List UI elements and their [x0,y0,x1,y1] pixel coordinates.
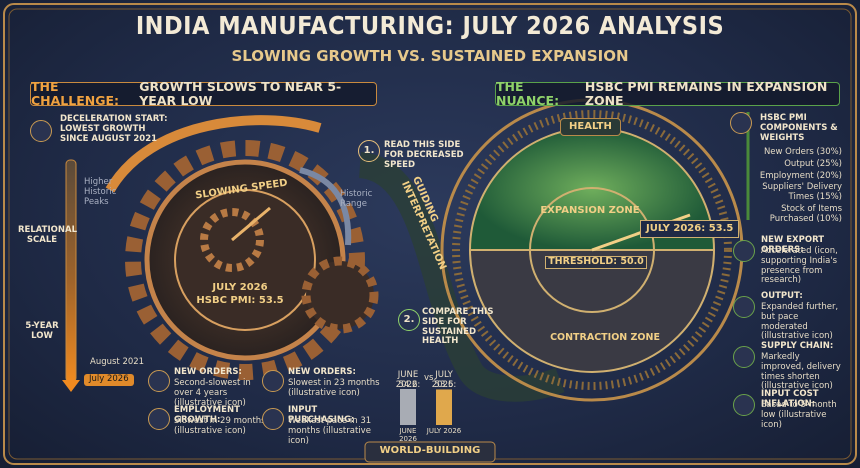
scale-icon [730,112,752,134]
item-head: NEW ORDERS: [174,367,242,377]
bar-value: 54.2 [398,380,418,390]
components-list: New Orders (30%) Output (25%) Employment (… [752,147,842,226]
gear-line1: JULY 2026 [212,282,268,293]
banner-lead: THE CHALLENGE: [31,78,120,108]
bar [436,389,452,425]
item-icon [733,346,755,368]
component-item: Employment (20%) [759,170,842,181]
step-text: COMPARE THIS SIDE FOR SUSTAINED HEALTH [422,307,494,347]
component-item: Stock of Items Purchased (10%) [769,203,842,224]
item-head: INPUT PURCHASING: [288,405,355,425]
small-gear [301,256,379,334]
scale-start: August 2021 [90,357,145,367]
scale-low: 5-YEAR LOW [25,321,59,341]
reading-label: JULY 2026: 53.5 [640,220,740,238]
item-text: Accelerated (icon, supporting India's pr… [761,246,838,286]
item-text: Weakest pace in 31 months (illustrative … [288,416,372,446]
bar-axis-label: JULY 2026 [426,427,462,435]
item-head: NEW EXPORT ORDERS: [761,235,825,255]
step-number: 1. [358,140,380,162]
item-text: Second-slowest in over 4 years (illustra… [174,378,251,408]
gear-teeth [125,140,365,380]
item-text: Slowest in 29 months (illustrative icon) [174,416,266,436]
item-head: INPUT COST INFLATION: [761,389,819,409]
item-text: Expanded further, but pace moderated (il… [761,302,839,342]
item-icon [262,370,284,392]
frame [3,3,857,465]
scale-arrow [62,380,80,392]
step-text: READ THIS SIDE FOR DECREASED SPEED [384,140,464,170]
deceleration-note: DECELERATION START: LOWEST GROWTH SINCE … [60,114,168,144]
challenge-banner: THE CHALLENGE: GROWTH SLOWS TO NEAR 5-YE… [30,78,377,108]
banner-lead: THE NUANCE: [496,78,560,108]
bar [400,389,416,425]
item-icon [148,370,170,392]
scale-label: RELATIONAL SCALE [18,225,77,245]
ribbon [357,152,565,402]
item-text: Markedly improved, delivery times shorte… [761,352,841,392]
item-head: OUTPUT: [761,291,803,301]
bar-value: 53.5 [434,380,454,390]
footer-label: WORLD-BUILDING [379,445,481,456]
mini-chart [400,389,452,425]
components-title: HSBC PMI COMPONENTS & WEIGHTS [760,113,838,143]
item-head: EMPLOYMENT GROWTH: [174,405,240,425]
arrow [105,115,322,193]
gear-hub [200,208,264,272]
item-icon [733,296,755,318]
item-head: NEW ORDERS: [288,367,356,377]
banner-text: HSBC PMI REMAINS IN EXPANSION ZONE [584,78,828,108]
item-icon [733,240,755,262]
item-icon [148,408,170,430]
component-item: Suppliers' Delivery Times (15%) [762,182,842,203]
scale-bar [65,159,77,383]
health-label: HEALTH [560,118,621,136]
item-icon [733,394,755,416]
component-item: Output (25%) [784,158,842,169]
gear-needle [231,206,271,242]
bar-label: JUNE 2026: [395,370,421,390]
title: INDIA MANUFACTURING: JULY 2026 ANALYSIS [135,11,725,40]
footer-ribbon [364,441,496,463]
scale-top: Higher Historic Peaks [84,177,117,207]
item-icon [262,408,284,430]
mini-vs: vs. [424,373,437,383]
range-label: Historic Range [340,189,373,209]
bar-axis-label: JUNE 2026 [399,427,417,444]
expansion-label: EXPANSION ZONE [540,205,640,216]
subtitle: SLOWING GROWTH VS. SUSTAINED EXPANSION [231,47,629,65]
gauge-inner [529,187,655,313]
step-number: 2. [398,309,420,331]
scale-end: July 2026 [84,374,134,386]
item-text: Slowest in 23 months (illustrative icon) [288,378,380,398]
arrow [299,167,352,246]
item-text: Eased to 5-month low (illustrative icon) [761,400,837,430]
contraction-label: CONTRACTION ZONE [550,332,660,343]
nuance-banner: THE NUANCE: HSBC PMI REMAINS IN EXPANSIO… [495,78,840,108]
component-item: New Orders (30%) [763,147,842,157]
gear-line2: HSBC PMI: 53.5 [196,295,284,306]
gauge-ticks [452,110,732,390]
item-head: SUPPLY CHAIN: [761,341,834,351]
banner-text: GROWTH SLOWS TO NEAR 5-YEAR LOW [139,78,342,108]
bar-label: JULY 2026: [431,370,457,390]
factory-icon [30,120,52,142]
threshold-label: THRESHOLD: 50.0 [545,256,647,269]
